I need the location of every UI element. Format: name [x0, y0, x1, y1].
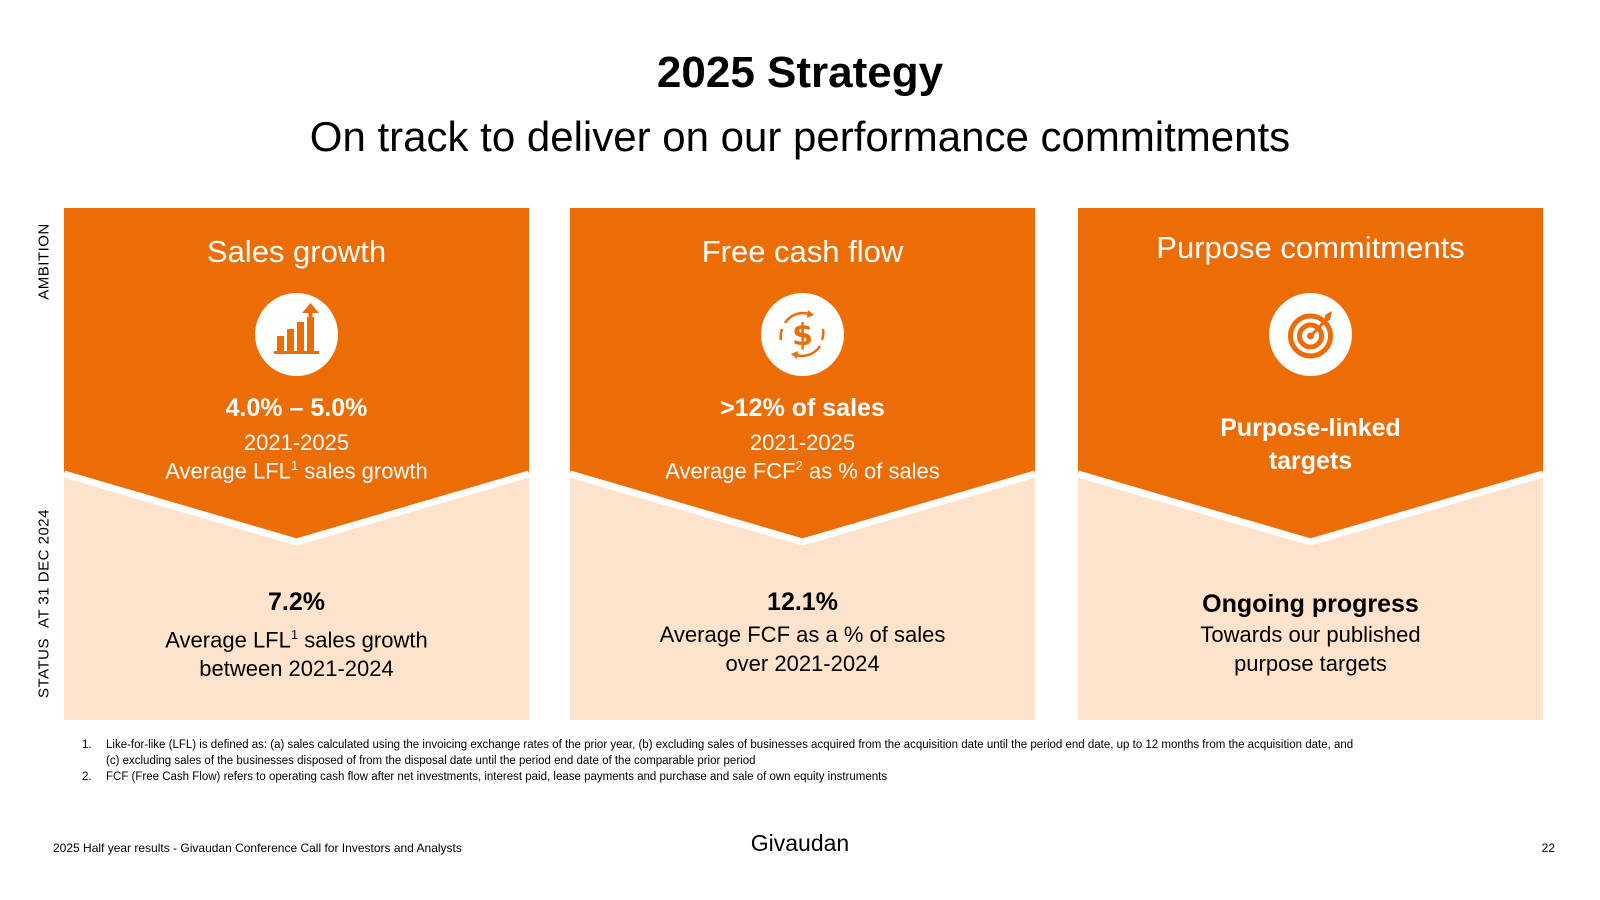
free-cash-flow-ambition-period: 2021-2025: [749, 430, 856, 455]
status-text: purpose targets: [1234, 651, 1387, 676]
footnote-ref: 2: [795, 458, 803, 473]
free-cash-flow-status-text: Average FCF as a % of sales over 2021-20…: [570, 620, 1035, 678]
footnote-text: FCF (Free Cash Flow) refers to operating…: [106, 771, 888, 783]
status-text: Average FCF as a % of sales: [659, 622, 946, 647]
free-cash-flow-ambition-value: >12% of sales: [720, 394, 885, 422]
givaudan-logo: Givaudan: [750, 830, 850, 856]
sales-growth-ambition-period: 2021-2025: [243, 430, 350, 455]
status-text: over 2021-2024: [725, 651, 880, 676]
status-label-date: AT 31 DEC 2024: [35, 509, 53, 629]
free-cash-flow-ambition-desc: Average FCF2 as % of sales: [570, 458, 1035, 484]
footnotes: 1. Like-for-like (LFL) is defined as: (a…: [82, 737, 1512, 785]
bar-chart-growth-icon: [255, 293, 338, 376]
ambition-desc-text: Average LFL: [165, 458, 291, 484]
sales-growth-ambition-value: 4.0% – 5.0%: [225, 394, 368, 422]
status-text: Towards our published: [1200, 622, 1421, 647]
page-number: 22: [1541, 841, 1555, 855]
footnote-text: Like-for-like (LFL) is defined as: (a) s…: [106, 739, 1354, 751]
ambition-desc-text: as % of sales: [802, 458, 940, 484]
footnote-text: (c) excluding sales of the businesses di…: [106, 755, 756, 767]
sales-growth-ambition-desc: Average LFL1 sales growth: [64, 458, 529, 484]
svg-text:$: $: [792, 318, 813, 353]
footer-caption: 2025 Half year results - Givaudan Confer…: [53, 841, 462, 855]
sales-growth-status-value: 7.2%: [268, 588, 325, 616]
sales-growth-column: Sales growth 4.0% – 5.0% 2021-2025 Avera…: [64, 208, 529, 720]
purpose-commitments-status-text: Towards our published purpose targets: [1078, 620, 1543, 678]
purpose-commitments-column: Purpose commitments Purpose-linked targe…: [1078, 208, 1543, 720]
footnote-ref: 1: [290, 458, 299, 473]
ambition-side-label: AMBITION: [35, 223, 53, 300]
ambition-desc-text: Average FCF: [665, 458, 796, 484]
ambition-value-line: targets: [1268, 447, 1353, 475]
status-text: between 2021-2024: [199, 656, 394, 682]
page-subtitle: On track to deliver on our performance c…: [309, 112, 1291, 160]
sales-growth-status-text: Average LFL1 sales growth between 2021-2…: [64, 620, 529, 683]
footnote-ref: 1: [290, 627, 299, 642]
free-cash-flow-title: Free cash flow: [701, 234, 904, 269]
free-cash-flow-status-value: 12.1%: [767, 588, 838, 616]
ambition-value-line: Purpose-linked: [1220, 414, 1401, 442]
page-title: 2025 Strategy: [656, 48, 944, 97]
target-arrow-icon: [1269, 293, 1352, 376]
status-text: Average LFL: [165, 627, 291, 653]
free-cash-flow-column: Free cash flow $ >12% of sales 2021-2025…: [570, 208, 1035, 720]
dollar-cycle-icon: $: [761, 293, 844, 376]
status-label-word: STATUS: [35, 638, 53, 698]
footnote-number: 1.: [82, 739, 92, 751]
footnote-number: 2.: [82, 771, 92, 783]
footnote-2: 2. FCF (Free Cash Flow) refers to operat…: [82, 769, 1512, 785]
sales-growth-title: Sales growth: [206, 234, 387, 269]
status-side-label: STATUS AT 31 DEC 2024: [36, 499, 53, 699]
purpose-commitments-status-value: Ongoing progress: [1202, 590, 1419, 618]
ambition-desc-text: sales growth: [298, 458, 428, 484]
purpose-commitments-title: Purpose commitments: [1156, 230, 1465, 265]
purpose-commitments-ambition-value: Purpose-linked targets: [1078, 412, 1543, 478]
status-text: sales growth: [298, 627, 428, 653]
footnote-1: 1. Like-for-like (LFL) is defined as: (a…: [82, 737, 1512, 769]
